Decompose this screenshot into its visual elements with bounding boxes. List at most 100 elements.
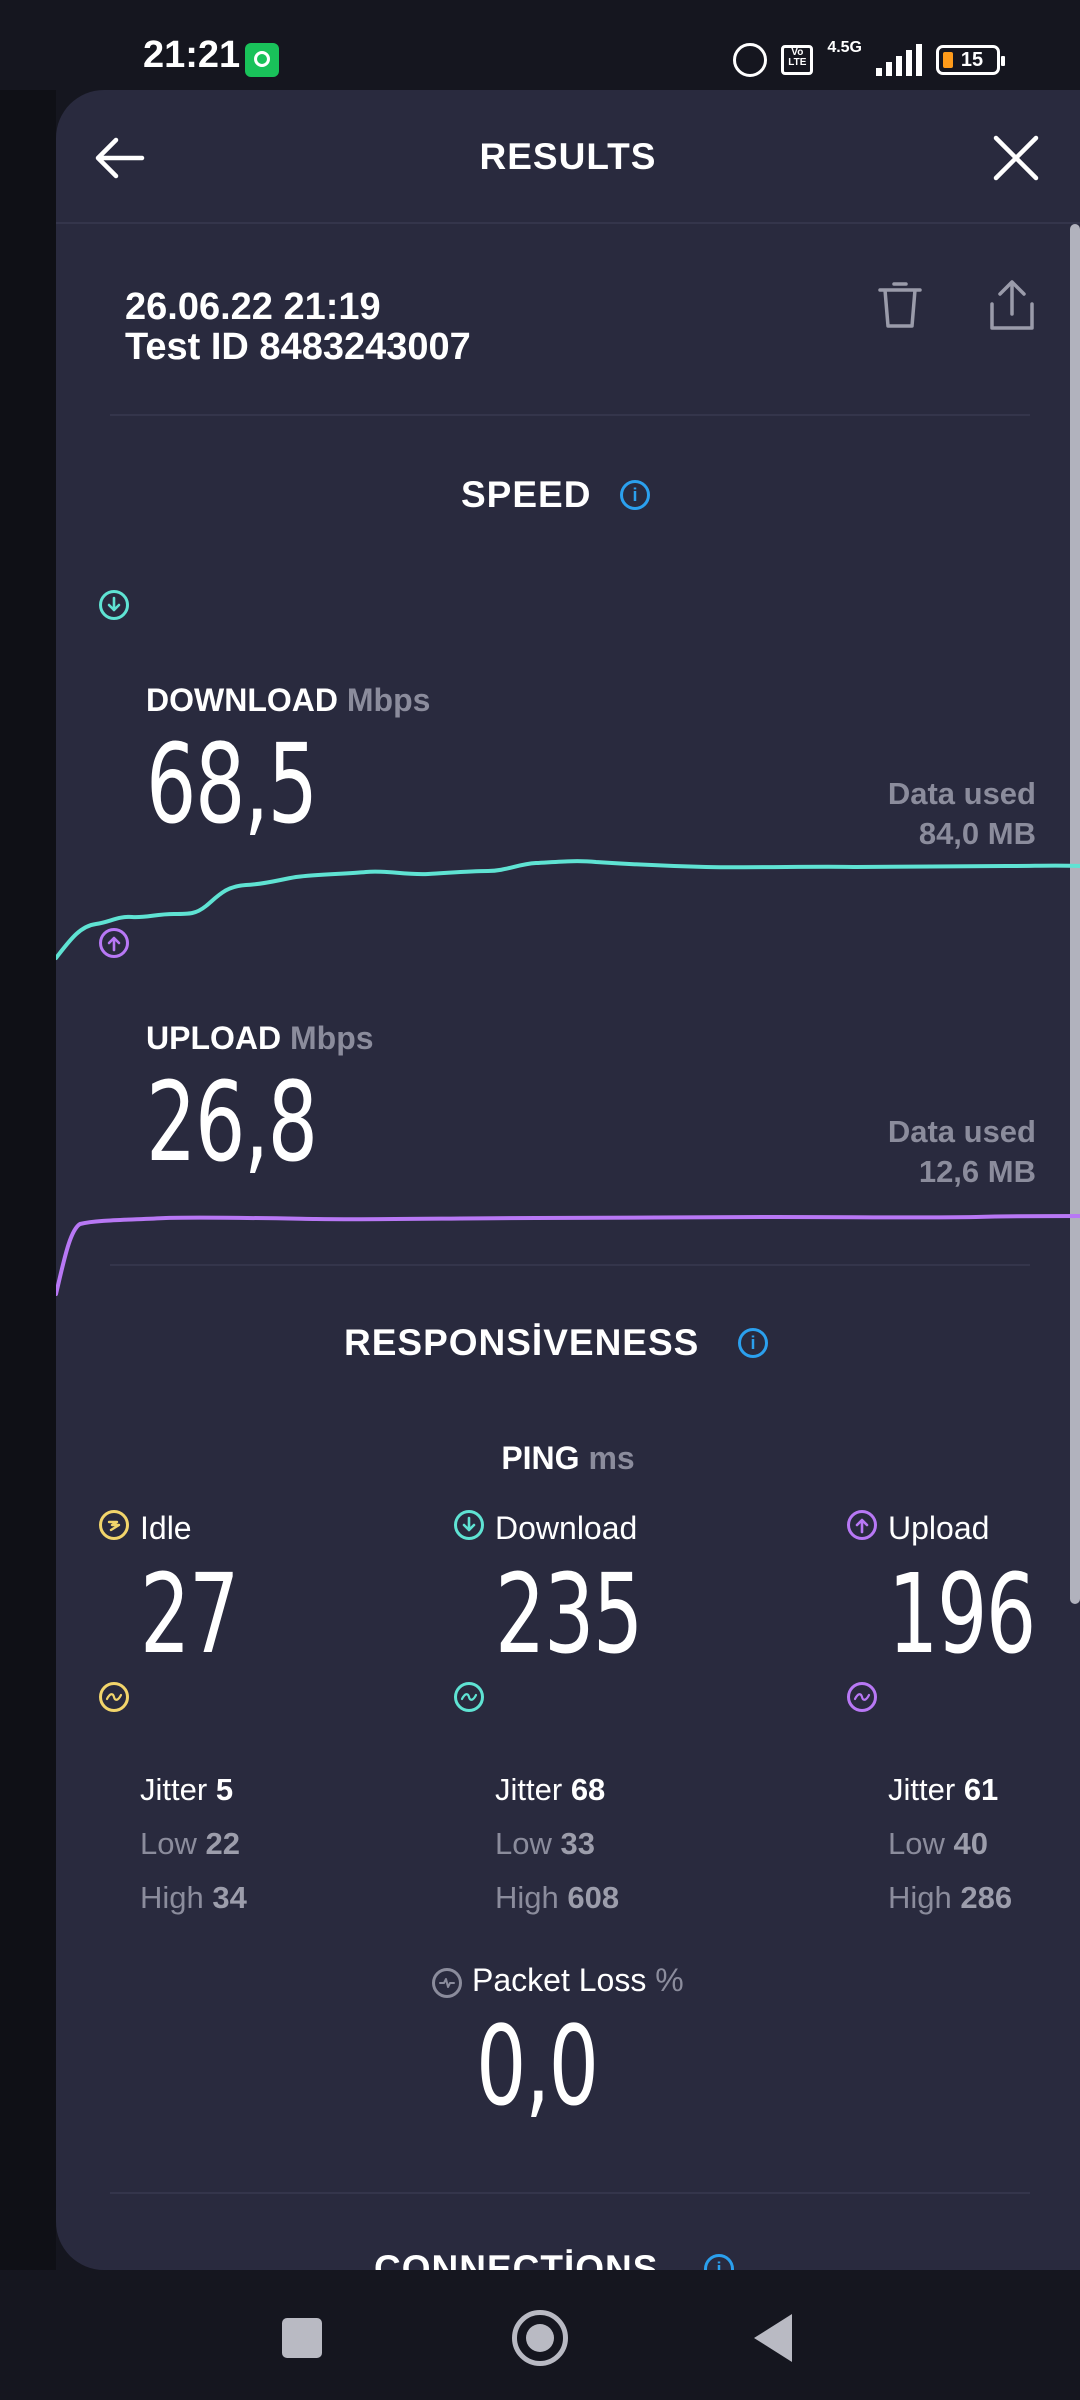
download-jitter: Jitter 68: [495, 1772, 605, 1808]
download-label: DOWNLOAD Mbps: [146, 682, 430, 719]
ping-download-value: 235: [495, 1550, 643, 1678]
back-arrow-icon: [95, 137, 145, 179]
download-low-value: 33: [560, 1826, 595, 1861]
download-low-label: Low: [495, 1826, 552, 1861]
packet-loss-unit: %: [655, 1962, 684, 1998]
packet-loss-icon: [432, 1968, 462, 1998]
ping-upload-label: Upload: [888, 1510, 990, 1546]
idle-low-value: 22: [205, 1826, 240, 1861]
speed-info-icon[interactable]: i: [620, 480, 650, 510]
idle-jitter: Jitter 5: [140, 1772, 233, 1808]
scrollbar[interactable]: [1070, 224, 1080, 1604]
upload-jitter-label: Jitter: [888, 1772, 956, 1807]
header-divider: [56, 222, 1080, 224]
close-icon: [993, 135, 1039, 181]
upload-low: Low 40: [888, 1826, 988, 1862]
upload-low-value: 40: [953, 1826, 988, 1861]
ping-unit: ms: [588, 1440, 635, 1476]
recent-apps-button[interactable]: [282, 2318, 322, 2358]
home-button[interactable]: [512, 2310, 568, 2366]
battery-icon: 15: [936, 45, 1005, 75]
idle-jitter-value: 5: [215, 1772, 234, 1807]
system-nav-bar: [0, 2270, 1080, 2400]
battery-level: 15: [960, 48, 984, 71]
download-speed-value: 68,5: [146, 720, 318, 848]
connections-title: CONNECTİONS: [374, 2248, 659, 2270]
packet-loss-label-text: Packet Loss: [472, 1962, 647, 1998]
download-high-label: High: [495, 1880, 559, 1915]
idle-high-label: High: [140, 1880, 204, 1915]
idle-low-label: Low: [140, 1826, 197, 1861]
ping-download-label: Download: [495, 1510, 638, 1546]
results-panel: RESULTS 26.06.22 21:19 Test ID 848324300…: [56, 90, 1080, 2270]
idle-high-value: 34: [212, 1880, 247, 1915]
download-data-used-value: 84,0 MB: [918, 816, 1036, 851]
section-divider: [110, 414, 1030, 416]
status-indicators: Vo LTE 4.5G 15: [733, 38, 1005, 82]
upload-label: UPLOAD Mbps: [146, 1020, 374, 1057]
status-time: 21:21: [143, 34, 241, 76]
download-jitter-icon: [454, 1682, 484, 1712]
upload-arrow-icon: [99, 928, 129, 958]
volte-icon: Vo LTE: [781, 45, 814, 75]
share-button[interactable]: [986, 278, 1038, 334]
delete-button[interactable]: [876, 280, 924, 332]
ping-title-text: PING: [501, 1440, 580, 1476]
page-title: RESULTS: [479, 136, 657, 177]
download-label-text: DOWNLOAD: [146, 682, 338, 718]
share-icon: [990, 280, 1034, 330]
trash-icon: [878, 282, 922, 328]
idle-jitter-label: Jitter: [140, 1772, 208, 1807]
upload-low-label: Low: [888, 1826, 945, 1861]
packet-loss-label: Packet Loss %: [472, 1962, 684, 1999]
upload-high-label: High: [888, 1880, 952, 1915]
ping-upload-value: 196: [888, 1550, 1036, 1678]
download-high-value: 608: [567, 1880, 620, 1915]
close-button[interactable]: [986, 128, 1046, 188]
status-bar: 21:21 Vo LTE 4.5G 15: [0, 0, 1080, 90]
idle-high: High 34: [140, 1880, 247, 1916]
system-back-button[interactable]: [754, 2314, 792, 2362]
test-id: Test ID 8483243007: [125, 326, 471, 368]
upload-data-used-value: 12,6 MB: [918, 1154, 1036, 1189]
ping-upload-arrow-icon: [847, 1510, 877, 1540]
test-date: 26.06.22 21:19: [125, 286, 381, 328]
ping-download-arrow-icon: [454, 1510, 484, 1540]
ping-title: PING ms: [56, 1440, 1080, 1477]
upload-jitter: Jitter 61: [888, 1772, 998, 1808]
upload-jitter-value: 61: [963, 1772, 999, 1807]
download-unit: Mbps: [346, 682, 431, 718]
app-notification-icon: [245, 43, 279, 77]
download-jitter-label: Jitter: [495, 1772, 563, 1807]
upload-speed-graph: [56, 1214, 1080, 1296]
idle-jitter-icon: [99, 1682, 129, 1712]
download-high: High 608: [495, 1880, 619, 1916]
idle-ping-value: 27: [140, 1550, 239, 1678]
back-button[interactable]: [90, 128, 150, 188]
background-app-strip: [0, 90, 56, 2270]
signal-icon: [876, 44, 922, 76]
upload-unit: Mbps: [290, 1020, 374, 1056]
idle-low: Low 22: [140, 1826, 240, 1862]
packet-loss-value: 0,0: [476, 2002, 599, 2130]
download-low: Low 33: [495, 1826, 595, 1862]
upload-data-used: Data used 12,6 MB: [888, 1112, 1036, 1192]
upload-data-used-label: Data used: [887, 1114, 1036, 1149]
download-jitter-value: 68: [570, 1772, 606, 1807]
download-data-used: Data used 84,0 MB: [888, 774, 1036, 854]
upload-jitter-icon: [847, 1682, 877, 1712]
section-divider: [110, 1264, 1030, 1266]
idle-bolt-icon: [99, 1510, 129, 1540]
upload-high-value: 286: [960, 1880, 1013, 1915]
connections-info-icon[interactable]: i: [704, 2254, 734, 2270]
alarm-icon: [733, 43, 768, 77]
download-arrow-icon: [99, 590, 129, 620]
download-speed-graph: [56, 859, 1080, 960]
upload-speed-value: 26,8: [146, 1058, 318, 1186]
idle-label: Idle: [140, 1510, 192, 1546]
results-header: RESULTS: [56, 90, 1080, 222]
responsiveness-info-icon[interactable]: i: [738, 1328, 768, 1358]
upload-high: High 286: [888, 1880, 1012, 1916]
speed-title: SPEED: [461, 474, 592, 515]
download-data-used-label: Data used: [887, 776, 1036, 811]
